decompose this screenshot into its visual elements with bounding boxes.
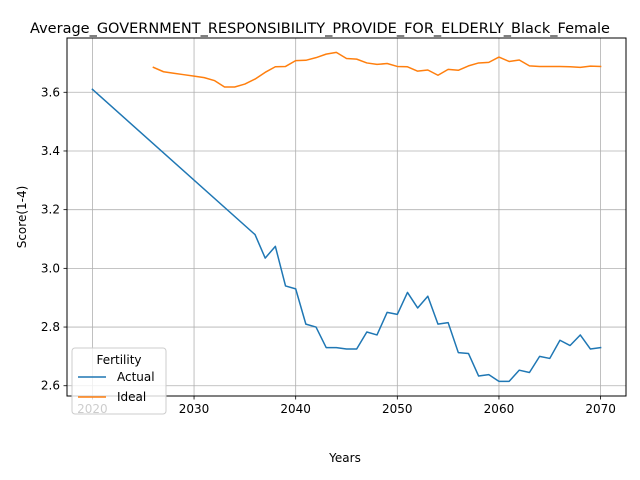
y-tick-label: 2.8: [41, 320, 60, 334]
legend-title: Fertility: [96, 353, 141, 367]
y-axis: 2.6 2.8 3.0 3.2 3.4 3.6: [41, 85, 67, 393]
y-tick-label: 2.6: [41, 379, 60, 393]
series-lines: [91, 51, 602, 383]
y-tick-label: 3.2: [41, 203, 60, 217]
grid: [67, 38, 626, 396]
y-tick-label: 3.0: [41, 261, 60, 275]
y-axis-title: Score(1-4): [15, 186, 29, 249]
series-line-ideal: [152, 51, 602, 88]
legend-label-ideal: Ideal: [117, 390, 146, 404]
series-line-actual: [91, 88, 602, 383]
plot-area-frame: [66, 37, 627, 397]
x-tick-label: 2040: [280, 402, 311, 416]
y-tick-label: 3.4: [41, 144, 60, 158]
x-tick-label: 2030: [179, 402, 210, 416]
x-tick-label: 2070: [585, 402, 616, 416]
y-tick-label: 3.6: [41, 85, 60, 99]
chart-title: Average_GOVERNMENT_RESPONSIBILITY_PROVID…: [30, 21, 610, 37]
x-tick-label: 2060: [484, 402, 515, 416]
legend: Fertility Actual Ideal: [71, 347, 167, 415]
x-axis-title: Years: [328, 451, 361, 465]
legend-label-actual: Actual: [117, 370, 155, 384]
x-tick-label: 2050: [382, 402, 413, 416]
